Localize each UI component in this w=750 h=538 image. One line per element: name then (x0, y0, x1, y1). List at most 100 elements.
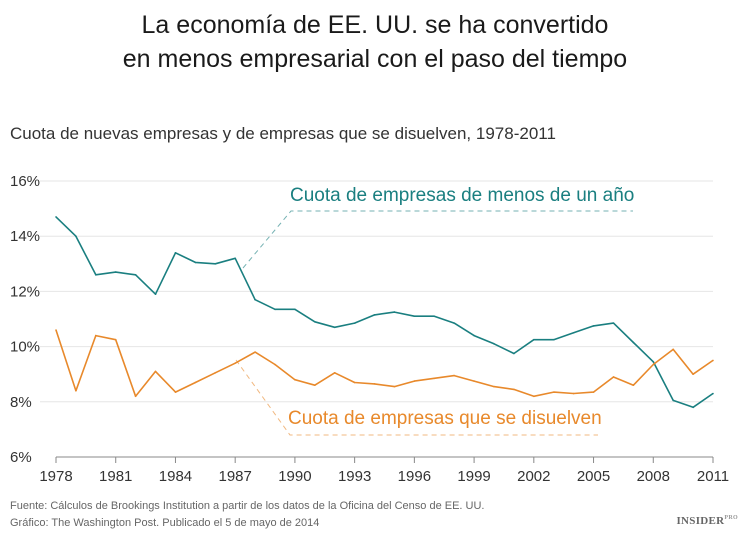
data-point (473, 380, 475, 382)
data-point (672, 348, 674, 351)
y-tick-label: 16% (10, 173, 40, 190)
data-point (353, 381, 356, 384)
x-tick-label: 1996 (398, 468, 431, 485)
data-point (552, 391, 555, 393)
title-line-2: en menos empresarial con el paso del tie… (122, 45, 628, 73)
y-tick-label: 14% (10, 228, 40, 245)
data-point (333, 372, 336, 374)
data-point (154, 370, 157, 373)
data-point (174, 391, 177, 393)
data-point (692, 406, 694, 409)
y-tick-label: 8% (10, 394, 32, 411)
logo-main: INSIDER (676, 515, 725, 527)
x-tick-label: 1999 (457, 468, 490, 485)
data-point (533, 395, 535, 398)
x-tick-label: 1978 (39, 468, 72, 485)
x-tick-label: 1990 (278, 468, 311, 485)
series-line-dissolved-firms (55, 329, 714, 398)
data-point (55, 329, 57, 331)
data-point (393, 311, 396, 313)
data-point (513, 352, 515, 355)
data-point (393, 385, 396, 388)
data-point (533, 338, 535, 341)
y-tick-label: 12% (10, 283, 40, 300)
data-point (214, 372, 217, 374)
series-line-new-firms (55, 216, 714, 409)
data-point (114, 271, 117, 273)
data-point (234, 257, 236, 260)
title-line-1: La economía de EE. UU. se ha convertido (141, 11, 609, 39)
x-tick-label: 1987 (218, 468, 251, 485)
data-point (254, 351, 256, 353)
data-point (473, 334, 475, 337)
data-point (413, 380, 416, 382)
series-label-new-firms: Cuota de empresas de menos de un año (290, 185, 634, 206)
data-point (632, 384, 635, 387)
data-point (552, 338, 555, 341)
data-point (453, 322, 455, 324)
x-tick-label: 2011 (697, 468, 729, 485)
data-point (493, 343, 495, 345)
data-point (712, 359, 714, 362)
data-point (294, 378, 296, 381)
data-point (712, 392, 714, 395)
data-point (254, 298, 256, 301)
data-point (314, 384, 316, 387)
data-point (234, 362, 236, 364)
data-point (373, 383, 376, 385)
data-point (572, 392, 575, 395)
data-point (413, 315, 416, 318)
data-point (692, 373, 694, 376)
data-point (214, 263, 217, 265)
source-note: Fuente: Cálculos de Brookings Institutio… (10, 500, 485, 512)
data-point (174, 251, 177, 254)
data-point (433, 315, 436, 318)
x-tick-label: 2005 (577, 468, 610, 485)
data-point (632, 341, 635, 344)
annotation-leader-new-firms (242, 210, 633, 269)
data-point (493, 385, 495, 388)
footer: Fuente: Cálculos de Brookings Institutio… (10, 498, 484, 532)
data-point (194, 381, 197, 384)
data-point (672, 399, 674, 402)
data-point (134, 274, 137, 276)
data-point (592, 325, 595, 327)
data-point (75, 389, 77, 392)
chart-title: La economía de EE. UU. se ha convertido … (0, 8, 750, 76)
data-point (75, 235, 77, 237)
data-point (95, 274, 97, 276)
credit-note: Gráfico: The Washington Post. Publicado … (10, 517, 320, 529)
y-tick-label: 10% (10, 339, 40, 356)
data-point (652, 363, 655, 366)
annotation-leader-dissolved-firms (235, 359, 598, 436)
data-point (274, 363, 276, 366)
data-point (453, 374, 455, 377)
x-tick-label: 1984 (159, 468, 192, 485)
data-point (55, 216, 57, 218)
data-point (274, 308, 276, 311)
data-point (134, 395, 137, 398)
data-point (314, 320, 316, 323)
data-point (592, 391, 595, 393)
x-tick-label: 2002 (517, 468, 550, 485)
data-point (333, 326, 336, 329)
data-point (652, 360, 655, 363)
data-point (612, 376, 615, 378)
data-point (513, 388, 515, 391)
y-tick-label: 6% (10, 449, 32, 466)
x-tick-label: 1981 (99, 468, 132, 485)
data-point (154, 293, 157, 295)
data-point (353, 322, 356, 324)
chart-subtitle: Cuota de nuevas empresas y de empresas q… (10, 124, 556, 143)
data-point (572, 332, 575, 334)
series-label-dissolved-firms: Cuota de empresas que se disuelven (288, 408, 602, 429)
data-point (433, 377, 436, 380)
data-point (373, 314, 376, 316)
x-tick-label: 2008 (637, 468, 670, 485)
data-point (95, 334, 97, 337)
data-point (612, 322, 615, 324)
data-point (294, 308, 296, 311)
logo-sup: PRO (724, 515, 738, 521)
data-point (194, 261, 197, 264)
